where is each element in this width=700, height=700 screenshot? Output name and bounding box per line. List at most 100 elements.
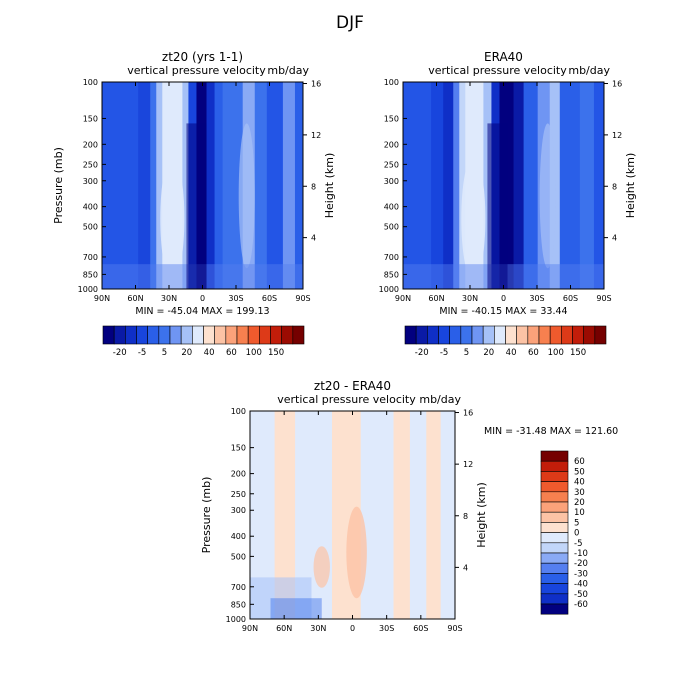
colorbar-cell: [549, 325, 562, 345]
x-tick-label: 60S: [413, 624, 428, 633]
y-tick-label: 100: [384, 78, 399, 87]
colorbar-cell: [404, 325, 417, 345]
axes-2: 90N 60N 30N 0 30S 60S 90S 100 150 200 250 300 400 500…: [200, 379, 488, 633]
field-band: [459, 82, 466, 289]
colorbar-cell: [540, 501, 569, 513]
field-band: [156, 82, 163, 289]
field-band: [266, 82, 284, 289]
field-0: [102, 82, 304, 290]
x-tick-label: 90N: [242, 624, 258, 633]
axes-0: 90N 60N 30N 0 30S 60S 90S 100 150 200 250 300 400 500…: [52, 50, 336, 303]
colorbar-cell: [505, 325, 517, 345]
y-tick-label: 400: [231, 532, 246, 541]
colorbar-cell: [438, 325, 450, 345]
colorbar-cell: [594, 325, 607, 345]
y-tick-label: 500: [231, 552, 246, 561]
colorbar-label: 5: [162, 348, 167, 358]
y-tick-label: 100: [83, 78, 98, 87]
field-band: [559, 82, 581, 289]
colorbar-cell: [540, 593, 569, 605]
field-band: [138, 82, 151, 289]
y2-tick-label: 8: [311, 182, 316, 191]
colorbar-label: 20: [574, 498, 585, 508]
plot-layer: 90N 60N 30N 0 30S 60S 90S100150200250300400500…: [52, 50, 637, 633]
colorbar-label: 40: [506, 348, 517, 358]
y-tick-label: 250: [231, 490, 246, 499]
colorbar-cell: [540, 542, 569, 554]
y-tick-label: 150: [83, 114, 98, 123]
colorbar-label: -30: [574, 569, 588, 579]
y2-tick-label: 12: [463, 460, 473, 469]
field-band: [431, 82, 444, 289]
colorbar-cell: [192, 325, 204, 345]
field-band: [443, 82, 454, 289]
field-band: [274, 411, 296, 619]
field-lobe: [346, 506, 367, 599]
y-tick-label: 200: [83, 140, 98, 149]
field-band: [150, 82, 157, 289]
field-band: [453, 82, 460, 289]
colorbar-label: -20: [415, 348, 429, 358]
y-tick-label: 700: [83, 253, 98, 262]
colorbar-cell: [136, 325, 148, 345]
colorbar-label: 5: [574, 518, 579, 528]
panel-title: zt20 - ERA40: [314, 379, 391, 393]
stats-text: MIN = -45.04 MAX = 199.13: [135, 306, 269, 317]
x-tick-label: 60S: [262, 294, 277, 303]
colorbar-label: 20: [483, 348, 494, 358]
y-tick-label: 1000: [78, 285, 98, 294]
field-band: [182, 82, 189, 289]
figure-title: DJF: [336, 13, 364, 33]
colorbar-cell: [259, 325, 271, 345]
colorbar-cell: [482, 325, 495, 345]
colorbar-label: -40: [574, 580, 588, 590]
colorbar-label: 30: [574, 488, 585, 498]
panel-units: mb/day: [568, 64, 610, 77]
y2-tick-label: 8: [612, 182, 617, 191]
y2-tick-label: 8: [463, 512, 468, 521]
field-band: [360, 411, 394, 619]
colorbar-label: 100: [548, 348, 564, 358]
colorbar-label: -5: [440, 348, 448, 358]
colorbar-cell: [102, 325, 115, 345]
x-tick-label: 30S: [228, 294, 243, 303]
field-band: [409, 411, 427, 619]
colorbar-cell: [540, 583, 569, 595]
colorbar-label: 60: [226, 348, 237, 358]
field-core: [186, 123, 207, 290]
y-tick-label: 1000: [379, 285, 399, 294]
field-band: [102, 82, 139, 289]
colorbar-cell: [427, 325, 439, 345]
field-2: [250, 411, 456, 619]
field-band: [440, 411, 456, 619]
colorbar-cell: [540, 511, 569, 523]
colorbar-label: -50: [574, 590, 588, 600]
colorbar-cell: [225, 325, 238, 345]
y-tick-label: 300: [384, 177, 399, 186]
colorbar-cell: [540, 481, 569, 493]
colorbar-label: 60: [574, 457, 585, 467]
y-tick-label: 400: [83, 203, 98, 212]
colorbar-label: 50: [574, 467, 585, 477]
y-tick-label: 250: [83, 160, 98, 169]
y-tick-label: 700: [231, 583, 246, 592]
field-surface: [270, 598, 322, 619]
colorbar-cell: [471, 325, 484, 345]
x-tick-label: 90N: [395, 294, 411, 303]
y2-tick-label: 16: [311, 80, 321, 89]
stats-text: MIN = -31.48 MAX = 121.60: [484, 426, 618, 437]
field-lobe: [539, 123, 556, 269]
colorbar-cell: [540, 603, 569, 615]
colorbar-cell: [203, 325, 215, 345]
colorbar-cell: [583, 325, 596, 345]
x-tick-label: 90S: [447, 624, 462, 633]
field-band: [214, 82, 224, 289]
colorbar-cell: [540, 471, 569, 482]
colorbar-label: 150: [268, 348, 284, 358]
y-tick-label: 300: [231, 506, 246, 515]
x-tick-label: 30N: [310, 624, 326, 633]
field-band: [206, 82, 216, 289]
y2-axis-label: Height (km): [475, 482, 488, 548]
